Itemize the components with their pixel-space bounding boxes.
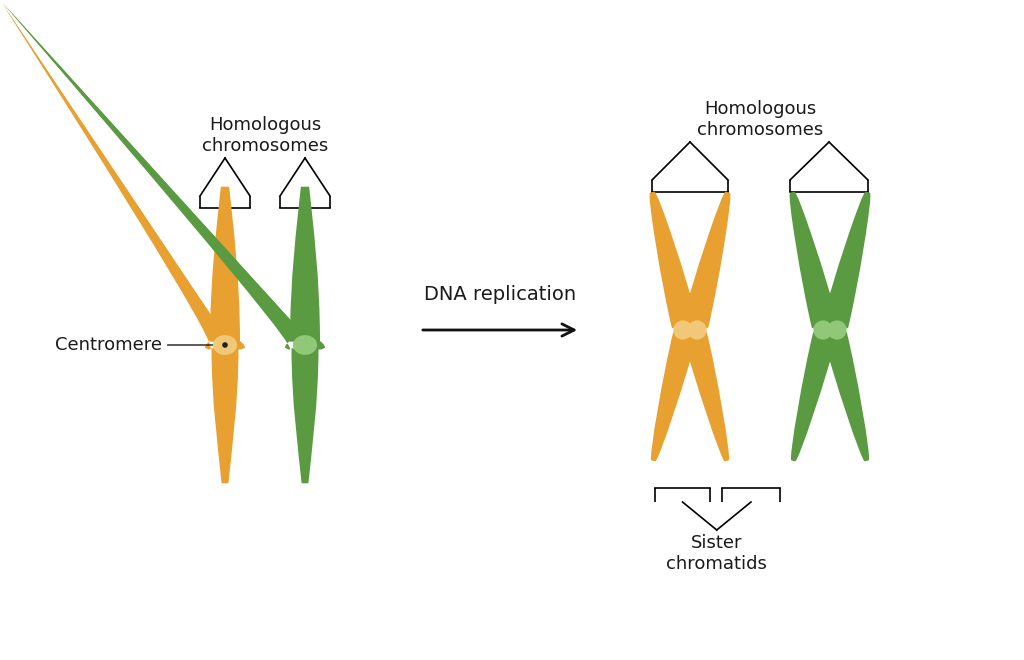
PathPatch shape: [285, 336, 305, 352]
Ellipse shape: [813, 320, 833, 340]
PathPatch shape: [684, 332, 729, 461]
PathPatch shape: [305, 336, 325, 352]
PathPatch shape: [290, 187, 319, 342]
Ellipse shape: [674, 320, 692, 340]
Text: Sister
chromatids: Sister chromatids: [667, 534, 767, 573]
PathPatch shape: [823, 332, 869, 461]
Text: Homologous
chromosomes: Homologous chromosomes: [202, 116, 328, 155]
PathPatch shape: [210, 187, 240, 342]
PathPatch shape: [790, 191, 838, 328]
Ellipse shape: [687, 320, 707, 340]
Ellipse shape: [213, 335, 238, 355]
Ellipse shape: [293, 335, 317, 355]
Text: Centromere: Centromere: [55, 336, 222, 354]
PathPatch shape: [225, 336, 245, 352]
PathPatch shape: [822, 191, 870, 328]
Circle shape: [222, 342, 227, 348]
Text: DNA replication: DNA replication: [424, 285, 577, 304]
PathPatch shape: [651, 332, 696, 461]
PathPatch shape: [682, 191, 730, 328]
PathPatch shape: [212, 348, 239, 483]
PathPatch shape: [791, 332, 837, 461]
PathPatch shape: [205, 336, 225, 352]
PathPatch shape: [649, 191, 697, 328]
PathPatch shape: [292, 348, 318, 483]
Ellipse shape: [827, 320, 847, 340]
Text: Homologous
chromosomes: Homologous chromosomes: [697, 100, 823, 139]
